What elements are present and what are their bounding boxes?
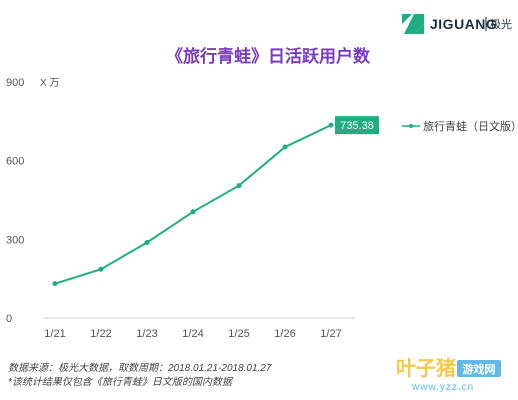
callout-box bbox=[335, 116, 379, 135]
legend-label: 旅行青蛙（日文版） bbox=[423, 119, 518, 133]
jiguang-logo-icon bbox=[402, 14, 424, 34]
watermark: 叶子猪 游戏网 www.yzz.cn bbox=[396, 356, 501, 393]
x-tick-label-3: 1/24 bbox=[182, 328, 203, 340]
x-tick-label-6: 1/27 bbox=[320, 328, 341, 340]
series-layer bbox=[52, 122, 334, 287]
callout-layer: 735.38 bbox=[335, 116, 379, 135]
data-point-0 bbox=[52, 281, 58, 287]
y-tick-label-2: 600 bbox=[6, 156, 24, 168]
watermark-box-text: 游戏网 bbox=[463, 362, 496, 376]
brand-logo: JIGUANG 极光 bbox=[402, 14, 512, 34]
legend-dot-marker bbox=[409, 124, 413, 128]
data-point-4 bbox=[236, 183, 242, 189]
x-tick-label-1: 1/22 bbox=[90, 328, 111, 340]
x-tick-label-2: 1/23 bbox=[136, 328, 157, 340]
data-point-2 bbox=[144, 239, 150, 245]
legend: 旅行青蛙（日文版） bbox=[402, 119, 518, 133]
y-tick-label-0: 0 bbox=[6, 313, 12, 325]
footer-source: 数据来源：极光大数据，取数周期：2018.01.21-2018.01.27 bbox=[8, 362, 272, 374]
y-tick-label-3: 900 bbox=[6, 77, 24, 89]
footer-note: *该统计结果仅包含《旅行青蛙》日文版的国内数据 bbox=[8, 376, 234, 388]
y-unit-label: X 万 bbox=[40, 78, 59, 89]
data-point-1 bbox=[98, 266, 104, 272]
brand-name: JIGUANG bbox=[430, 16, 497, 32]
data-point-6 bbox=[328, 122, 334, 128]
chart-title: 《旅行青蛙》日活跃用户数 bbox=[166, 46, 371, 66]
data-point-3 bbox=[190, 209, 196, 215]
watermark-url: www.yzz.cn bbox=[411, 382, 474, 393]
data-point-5 bbox=[282, 144, 288, 150]
y-tick-labels: 0 300 600 900 bbox=[6, 77, 24, 325]
x-tick-label-0: 1/21 bbox=[44, 328, 65, 340]
x-tick-labels: 1/21 1/22 1/23 1/24 1/25 1/26 1/27 bbox=[44, 328, 341, 340]
x-tick-label-5: 1/26 bbox=[274, 328, 295, 340]
watermark-box bbox=[457, 360, 501, 377]
x-tick-label-4: 1/25 bbox=[228, 328, 249, 340]
y-tick-label-1: 300 bbox=[6, 234, 24, 246]
callout-label: 735.38 bbox=[340, 120, 374, 132]
series-line-0 bbox=[54, 124, 332, 285]
watermark-main: 叶子猪 bbox=[396, 356, 456, 380]
brand-sub: 极光 bbox=[490, 17, 512, 31]
